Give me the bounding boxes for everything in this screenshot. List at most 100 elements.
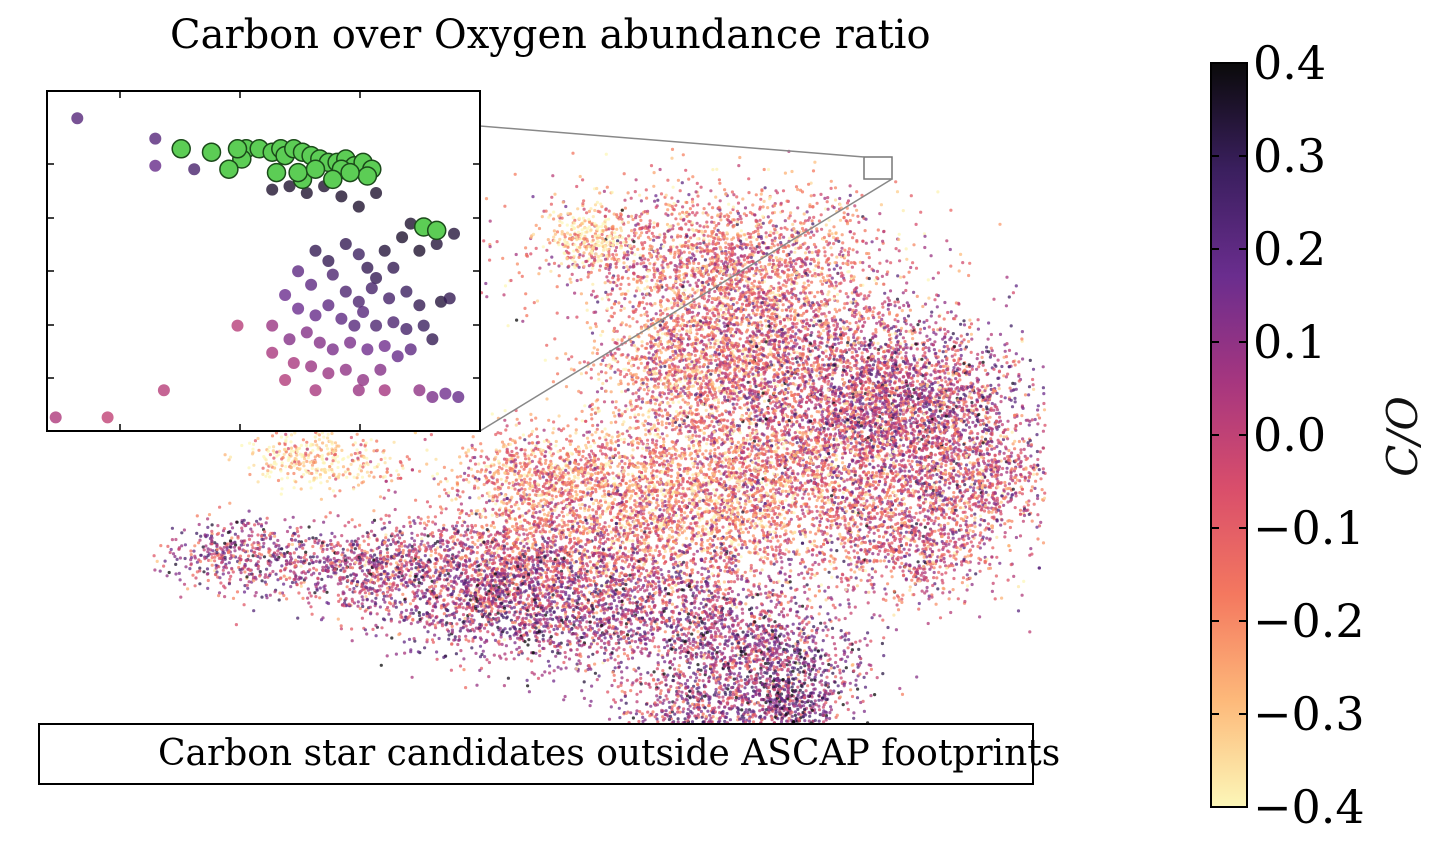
scatter-point	[742, 255, 746, 259]
scatter-point	[864, 305, 868, 309]
scatter-point	[713, 289, 717, 294]
scatter-point	[756, 353, 760, 357]
scatter-point	[836, 271, 840, 275]
scatter-point	[749, 437, 753, 441]
scatter-point	[789, 314, 793, 318]
scatter-point	[820, 227, 824, 231]
scatter-point	[740, 278, 744, 282]
scatter-point	[746, 232, 750, 236]
scatter-point	[612, 280, 616, 284]
scatter-point	[666, 373, 671, 377]
scatter-point	[556, 372, 560, 376]
scatter-point	[769, 350, 773, 354]
scatter-point	[783, 245, 788, 250]
scatter-point	[702, 233, 706, 237]
scatter-point	[817, 261, 821, 265]
scatter-point	[652, 262, 656, 267]
scatter-point	[534, 246, 538, 250]
scatter-point	[838, 218, 843, 222]
scatter-point	[809, 194, 813, 198]
scatter-point	[730, 237, 734, 242]
scatter-point	[769, 303, 773, 307]
scatter-point	[582, 433, 586, 437]
scatter-point	[670, 147, 675, 151]
scatter-point	[844, 292, 848, 296]
scatter-point	[728, 330, 733, 334]
scatter-point	[772, 303, 776, 307]
scatter-point	[694, 420, 698, 424]
scatter-point	[739, 322, 743, 326]
scatter-point	[731, 418, 735, 422]
scatter-point	[666, 299, 671, 303]
scatter-point	[690, 243, 694, 247]
scatter-point	[744, 348, 748, 352]
scatter-point	[610, 231, 614, 235]
scatter-point	[766, 206, 770, 210]
scatter-point	[728, 313, 732, 317]
scatter-point	[817, 219, 822, 223]
scatter-point	[863, 229, 867, 233]
scatter-point	[886, 307, 890, 311]
scatter-point	[797, 328, 801, 332]
scatter-point	[749, 255, 753, 259]
scatter-point	[575, 184, 579, 189]
scatter-point	[589, 376, 593, 380]
scatter-point	[819, 192, 823, 196]
scatter-point	[829, 246, 833, 250]
scatter-point	[652, 225, 656, 229]
scatter-point	[743, 233, 747, 237]
scatter-point	[763, 186, 767, 190]
scatter-point	[888, 337, 892, 342]
scatter-point	[832, 323, 836, 327]
scatter-point	[673, 370, 677, 374]
scatter-point	[796, 187, 800, 192]
scatter-point	[848, 321, 852, 325]
scatter-point	[780, 308, 784, 312]
scatter-point	[664, 212, 668, 216]
scatter-point	[737, 286, 742, 290]
scatter-point	[739, 234, 743, 238]
scatter-point	[752, 339, 756, 343]
scatter-point	[647, 415, 651, 419]
scatter-point	[756, 250, 760, 254]
scatter-point	[856, 326, 860, 330]
scatter-point	[769, 219, 773, 223]
scatter-point	[893, 304, 897, 308]
scatter-point	[806, 407, 811, 411]
scatter-point	[776, 250, 780, 255]
scatter-point	[901, 291, 905, 295]
scatter-point	[600, 205, 604, 209]
scatter-point	[613, 302, 617, 306]
scatter-point	[642, 275, 646, 279]
scatter-point	[676, 178, 681, 182]
scatter-point	[808, 216, 812, 220]
scatter-point	[747, 313, 751, 317]
scatter-point	[823, 250, 827, 254]
scatter-point	[691, 288, 695, 292]
scatter-point	[643, 210, 647, 214]
scatter-point	[702, 241, 706, 245]
scatter-point	[710, 229, 714, 234]
scatter-point	[676, 248, 680, 253]
scatter-point	[683, 324, 687, 328]
scatter-point	[827, 268, 831, 272]
scatter-point	[718, 301, 722, 305]
scatter-point	[538, 266, 542, 270]
scatter-point	[848, 395, 852, 399]
scatter-point	[708, 354, 712, 358]
scatter-point	[701, 211, 705, 215]
scatter-point	[725, 273, 729, 277]
scatter-point	[606, 279, 610, 283]
scatter-point	[738, 155, 742, 160]
scatter-point	[789, 339, 794, 343]
scatter-point	[751, 335, 755, 339]
scatter-point	[747, 347, 751, 351]
scatter-point	[800, 226, 805, 231]
scatter-point	[832, 315, 836, 319]
scatter-point	[771, 329, 775, 333]
scatter-point	[802, 281, 806, 285]
scatter-point	[842, 364, 846, 369]
scatter-point	[787, 299, 791, 303]
scatter-point	[695, 237, 700, 241]
scatter-point	[738, 337, 742, 341]
